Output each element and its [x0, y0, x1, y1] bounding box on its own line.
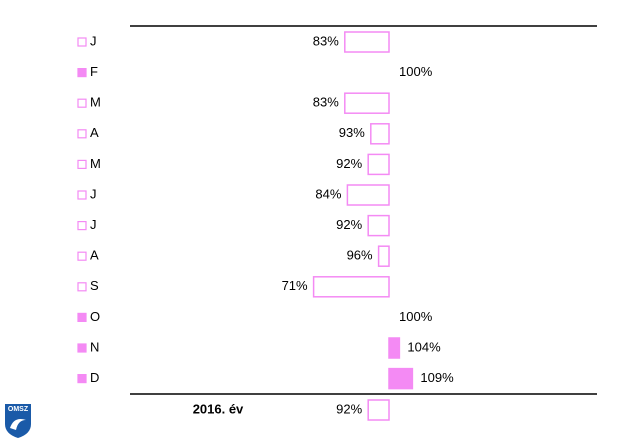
value-label: 92%	[336, 217, 362, 232]
bar	[370, 123, 390, 145]
category-label: A	[90, 248, 99, 263]
category-label: J	[90, 217, 97, 232]
legend-marker	[77, 374, 87, 384]
value-label: 104%	[407, 339, 441, 354]
value-label: 71%	[282, 278, 308, 293]
category-label: F	[90, 64, 98, 79]
category-label: S	[90, 278, 99, 293]
legend-marker	[77, 312, 87, 322]
legend-marker	[77, 159, 87, 169]
value-label: 100%	[399, 64, 433, 79]
logo-text: OMSZ	[8, 406, 29, 413]
legend-marker	[77, 190, 87, 200]
value-label: 96%	[347, 248, 373, 263]
bar	[312, 276, 390, 298]
value-label: 93%	[339, 125, 365, 140]
bar	[367, 153, 390, 176]
category-label: A	[90, 125, 99, 140]
category-label: M	[90, 95, 101, 110]
category-label: J	[90, 33, 97, 48]
legend-marker	[77, 221, 87, 231]
legend-marker	[77, 129, 87, 139]
bar	[344, 31, 390, 53]
logo: OMSZ	[5, 404, 31, 438]
bar	[346, 184, 390, 206]
bar	[377, 245, 390, 267]
category-label: N	[90, 339, 99, 354]
value-label: 109%	[420, 370, 454, 385]
legend-marker	[77, 343, 87, 353]
legend-marker	[77, 37, 87, 47]
category-label: J	[90, 186, 97, 201]
bar	[388, 367, 414, 390]
category-label: O	[90, 309, 100, 324]
total-label: 2016. év	[193, 401, 244, 416]
value-label: 92%	[336, 401, 362, 416]
value-label: 84%	[315, 186, 341, 201]
bar	[344, 92, 390, 114]
legend-marker	[77, 251, 87, 261]
category-label: D	[90, 370, 99, 385]
legend-marker	[77, 67, 87, 78]
value-label: 83%	[313, 95, 339, 110]
value-label: 83%	[313, 33, 339, 48]
value-label: 92%	[336, 156, 362, 171]
legend-marker	[77, 282, 87, 292]
bar	[367, 214, 390, 237]
value-label: 100%	[399, 309, 433, 324]
bar	[367, 399, 390, 421]
category-label: M	[90, 156, 101, 171]
legend-marker	[77, 98, 87, 108]
bar	[388, 337, 401, 359]
